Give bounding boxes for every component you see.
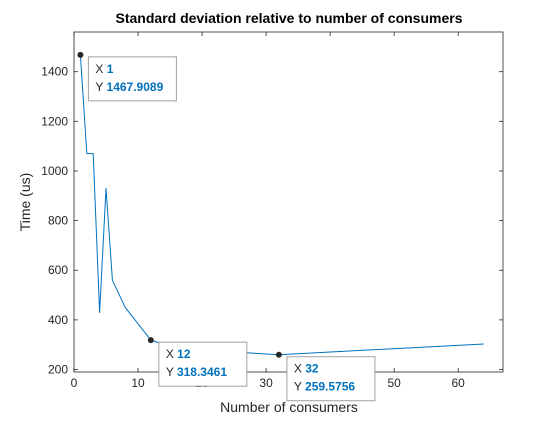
datatip-x-label: X: [95, 62, 106, 76]
datatip-y-label: Y: [95, 80, 106, 94]
datatip-marker: [275, 351, 282, 358]
datatip-y-row: Y 1467.9089: [95, 80, 163, 94]
datatip-y-row: Y 259.5756: [294, 380, 356, 394]
datatip-x-value: 1: [107, 62, 114, 76]
datatip-x-row: X 1: [95, 62, 113, 76]
y-axis-label: Time (us): [17, 173, 33, 232]
datatip-box: [87, 56, 177, 102]
datatip-x-row: X 12: [166, 347, 191, 361]
y-tick-label: 600: [48, 263, 68, 277]
y-tick-label: 1200: [41, 114, 68, 128]
datatip-x-value: 12: [177, 347, 191, 361]
datatip-y-value: 318.3461: [177, 365, 227, 379]
x-tick-label: 60: [451, 376, 465, 390]
datatip-x-value: 32: [305, 362, 319, 376]
datatip-y-row: Y 318.3461: [166, 365, 228, 379]
y-tick-label: 1400: [41, 65, 68, 79]
datatip-y-value: 1467.9089: [107, 80, 164, 94]
datatip-marker: [77, 51, 84, 58]
x-tick-label: 0: [71, 376, 78, 390]
datatip-marker: [147, 337, 154, 344]
chart-title: Standard deviation relative to number of…: [116, 10, 463, 26]
x-axis-label: Number of consumers: [220, 399, 358, 415]
x-tick-label: 50: [387, 376, 401, 390]
x-tick-label: 10: [131, 376, 145, 390]
datatip-x-label: X: [294, 362, 305, 376]
y-tick-label: 200: [48, 363, 68, 377]
datatip-box: [158, 341, 248, 387]
y-tick-label: 1000: [41, 164, 68, 178]
datatip-y-value: 259.5756: [305, 380, 355, 394]
datatip-y-label: Y: [294, 380, 305, 394]
datatip-y-label: Y: [166, 365, 177, 379]
y-tick-label: 400: [48, 313, 68, 327]
x-tick-label: 30: [259, 376, 273, 390]
datatip-box: [286, 356, 376, 402]
datatip-x-row: X 32: [294, 362, 319, 376]
y-axis-ticks: 200 400 600 800 1000 1200 1400: [41, 65, 503, 377]
datatip-x-label: X: [166, 347, 177, 361]
y-tick-label: 800: [48, 214, 68, 228]
